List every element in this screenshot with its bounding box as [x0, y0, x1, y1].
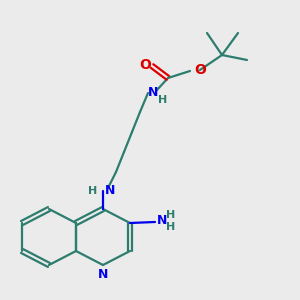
- Text: N: N: [98, 268, 108, 281]
- Text: N: N: [148, 86, 158, 100]
- Text: N: N: [105, 184, 116, 196]
- Text: O: O: [139, 58, 151, 72]
- Text: H: H: [158, 95, 167, 105]
- Text: O: O: [194, 63, 206, 77]
- Text: N: N: [157, 214, 167, 227]
- Text: H: H: [166, 210, 175, 220]
- Text: H: H: [166, 222, 175, 232]
- Text: H: H: [88, 186, 98, 196]
